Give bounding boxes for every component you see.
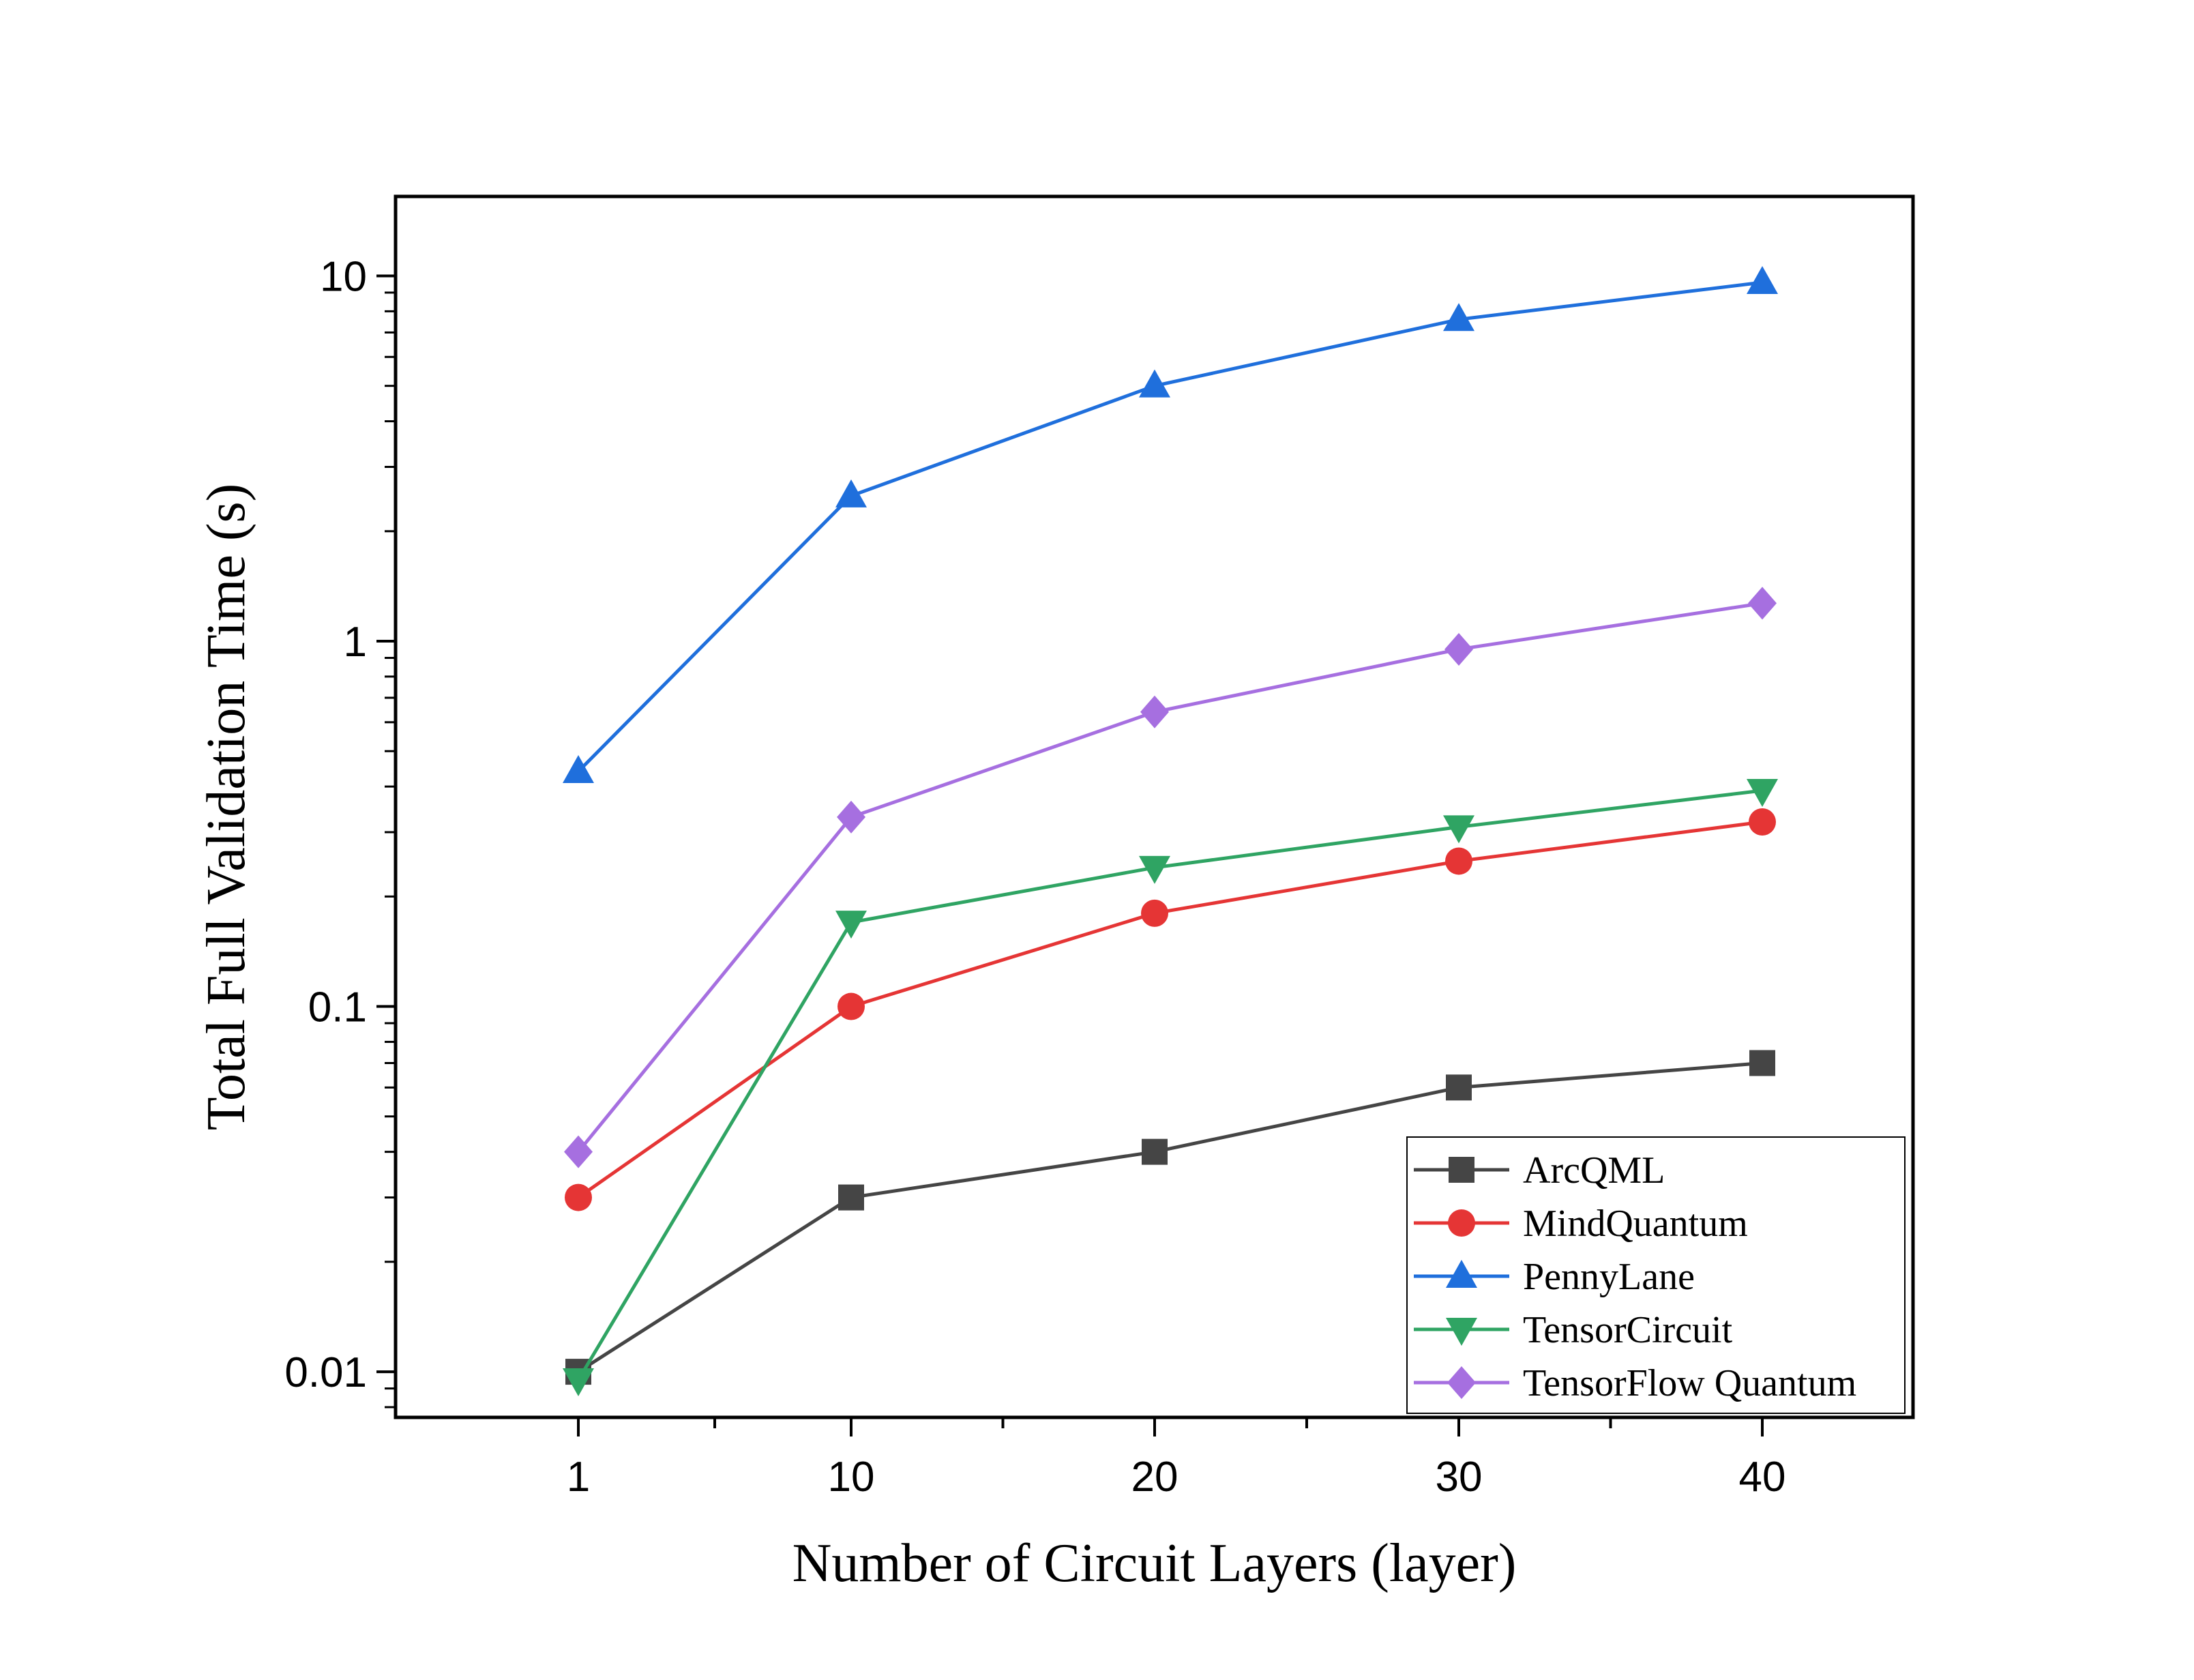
legend-marker: [1446, 1318, 1477, 1346]
data-point-tensorflow-quantum: [1140, 695, 1169, 728]
x-axis-title: Number of Circuit Layers (layer): [792, 1533, 1517, 1593]
series-arcqml: [565, 1050, 1775, 1385]
data-point-mindquantum: [1749, 808, 1776, 836]
data-point-mindquantum: [1141, 899, 1168, 927]
data-point-pennylane: [1139, 369, 1170, 398]
data-point-tensorcircuit: [1443, 815, 1474, 844]
data-point-tensorflow-quantum: [837, 800, 865, 834]
legend: ArcQML MindQuantum PennyLane TensorCircuit T…: [1406, 1136, 1906, 1414]
series-line-pennylane: [577, 280, 1763, 773]
x-tick-label: 40: [1739, 1454, 1786, 1501]
legend-label: MindQuantum: [1523, 1203, 1748, 1245]
legend-item-pennylane: PennyLane: [1414, 1256, 1695, 1298]
data-point-mindquantum: [1445, 847, 1472, 875]
data-point-tensorcircuit: [835, 911, 867, 939]
series-pennylane: [563, 265, 1778, 783]
data-point-pennylane: [1443, 303, 1474, 331]
data-point-pennylane: [835, 479, 867, 507]
y-tick-label: 0.1: [308, 984, 367, 1031]
series-tensorflow-quantum: [564, 587, 1777, 1168]
legend-marker: [1449, 1157, 1474, 1183]
legend-item-arcqml: ArcQML: [1414, 1149, 1665, 1192]
x-tick-label: 30: [1436, 1454, 1483, 1501]
y-axis-title: Total Full Validation Time (s): [196, 484, 256, 1131]
legend-item-mindquantum: MindQuantum: [1414, 1203, 1748, 1245]
legend-marker: [1448, 1209, 1475, 1237]
data-point-arcqml: [838, 1184, 864, 1211]
legend-label: PennyLane: [1523, 1256, 1695, 1298]
data-point-mindquantum: [837, 992, 865, 1020]
legend-item-tensorcircuit: TensorCircuit: [1414, 1309, 1733, 1351]
y-axis: 0.01 0.1 1 10: [284, 253, 396, 1409]
legend-label: TensorCircuit: [1523, 1309, 1733, 1351]
y-tick-label: 1: [344, 619, 367, 666]
data-point-mindquantum: [565, 1183, 592, 1211]
legend-item-tensorflow-quantum: TensorFlow Quantum: [1414, 1362, 1856, 1404]
data-point-arcqml: [1446, 1074, 1472, 1101]
data-point-pennylane: [563, 754, 594, 783]
x-axis: 1 10 20 30 40: [567, 1417, 1786, 1501]
series-layer: [563, 265, 1778, 1397]
data-point-tensorflow-quantum: [564, 1135, 593, 1168]
legend-marker: [1447, 1366, 1476, 1399]
y-tick-label: 0.01: [284, 1349, 367, 1396]
data-point-tensorcircuit: [1747, 779, 1778, 808]
data-point-tensorflow-quantum: [1748, 587, 1777, 620]
legend-marker: [1446, 1260, 1477, 1288]
series-tensorcircuit: [563, 779, 1778, 1397]
data-point-arcqml: [1142, 1138, 1168, 1165]
legend-label: TensorFlow Quantum: [1523, 1362, 1856, 1404]
x-tick-label: 1: [567, 1454, 590, 1501]
series-line-tensorflow-quantum: [577, 601, 1763, 1153]
data-point-tensorcircuit: [1139, 855, 1170, 884]
x-tick-label: 10: [828, 1454, 875, 1501]
data-point-tensorflow-quantum: [1444, 632, 1473, 666]
x-tick-label: 20: [1131, 1454, 1178, 1501]
y-tick-label: 10: [320, 253, 367, 300]
series-mindquantum: [565, 808, 1776, 1211]
data-point-pennylane: [1747, 265, 1778, 294]
legend-label: ArcQML: [1523, 1149, 1665, 1192]
data-point-tensorcircuit: [563, 1368, 594, 1397]
data-point-arcqml: [1749, 1050, 1775, 1076]
